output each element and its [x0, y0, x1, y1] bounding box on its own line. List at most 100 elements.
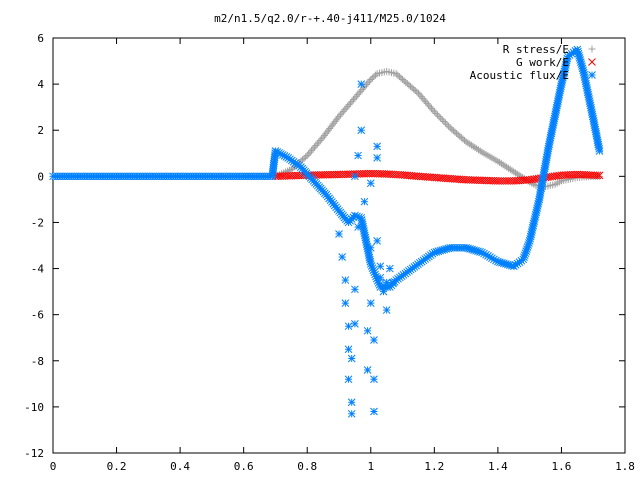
- marker-stroke: [588, 58, 596, 66]
- data-point: [348, 97, 356, 105]
- legend-label: Acoustic flux/E: [470, 69, 569, 82]
- data-point: [476, 147, 484, 155]
- x-tick-label: 0.2: [107, 460, 127, 473]
- data-point: [466, 140, 474, 148]
- data-point: [426, 103, 434, 111]
- data-point: [354, 223, 362, 231]
- x-tick-label: 1.8: [615, 460, 635, 473]
- marker-stroke: [344, 322, 353, 331]
- data-point: [414, 89, 422, 97]
- marker-stroke: [354, 151, 362, 160]
- marker-stroke: [373, 154, 381, 162]
- marker-stroke: [376, 273, 385, 282]
- data-point: [342, 104, 350, 112]
- data-point: [347, 354, 356, 363]
- chart-title: m2/n1.5/q2.0/r-+.40-j411/M25.0/1024: [214, 12, 446, 25]
- data-point: [379, 287, 388, 296]
- data-point: [341, 299, 350, 307]
- marker-stroke: [385, 264, 394, 273]
- y-tick-label: 2: [37, 124, 44, 137]
- data-point: [464, 139, 472, 147]
- data-point: [382, 306, 391, 314]
- data-point: [595, 147, 604, 155]
- data-point: [335, 230, 343, 238]
- data-point: [349, 96, 357, 104]
- data-point: [363, 366, 372, 374]
- data-point: [499, 161, 507, 169]
- data-point: [338, 253, 347, 261]
- marker-stroke: [357, 80, 366, 88]
- data-point: [351, 285, 359, 294]
- data-point: [355, 89, 363, 97]
- marker-stroke: [271, 147, 280, 155]
- data-point: [344, 345, 353, 354]
- marker-stroke: [588, 71, 596, 79]
- marker-stroke: [344, 375, 353, 384]
- data-point: [347, 99, 355, 107]
- data-point: [310, 143, 318, 151]
- legend-marker: [588, 71, 596, 79]
- data-point: [308, 147, 316, 155]
- data-point: [510, 168, 518, 176]
- marker-stroke: [273, 148, 282, 156]
- data-point: [351, 320, 359, 328]
- marker-stroke: [360, 197, 369, 206]
- marker-stroke: [389, 278, 397, 287]
- marker-stroke: [351, 285, 359, 294]
- y-tick-label: -12: [24, 447, 44, 460]
- data-point: [339, 107, 347, 115]
- data-point: [389, 278, 397, 287]
- data-point: [429, 106, 437, 114]
- data-point: [494, 157, 502, 165]
- data-point: [385, 264, 394, 273]
- data-point: [365, 77, 373, 85]
- data-point: [370, 336, 378, 344]
- marker-stroke: [366, 179, 375, 188]
- marker-stroke: [341, 276, 350, 284]
- data-point: [347, 398, 356, 407]
- marker-stroke: [382, 306, 391, 314]
- data-point: [344, 102, 352, 110]
- data-point: [363, 326, 372, 335]
- data-point: [434, 111, 442, 119]
- data-point: [513, 170, 521, 178]
- data-point: [473, 145, 481, 153]
- data-point: [376, 273, 385, 282]
- data-point: [593, 171, 602, 180]
- marker-stroke: [347, 409, 356, 418]
- y-tick-label: -4: [31, 263, 45, 276]
- marker-stroke: [335, 230, 343, 238]
- data-point: [503, 163, 511, 171]
- series-2: [271, 169, 604, 185]
- marker-stroke: [351, 172, 359, 181]
- marker-stroke: [593, 171, 602, 180]
- legend-label: G work/E: [516, 56, 569, 69]
- data-point: [370, 73, 378, 81]
- data-point: [501, 162, 509, 170]
- data-point: [437, 114, 445, 122]
- data-point: [512, 169, 520, 177]
- marker-stroke: [595, 147, 604, 155]
- data-point: [496, 159, 504, 166]
- data-point: [370, 375, 378, 384]
- x-tick-label: 0: [50, 460, 57, 473]
- marker-stroke: [382, 278, 391, 287]
- marker-stroke: [354, 223, 362, 231]
- marker-stroke: [347, 398, 356, 407]
- y-tick-label: 0: [37, 170, 44, 183]
- marker-stroke: [373, 142, 381, 151]
- marker-stroke: [280, 152, 289, 160]
- y-tick-label: -8: [31, 355, 44, 368]
- axes: 0 0.2 0.4 0.6 0.8 1 1.2 1.4 1.6 1.8 6 4 2 0 -2 -4 -6 -8 -1…: [24, 32, 635, 473]
- marker-stroke: [275, 149, 283, 157]
- y-tick-label: -6: [31, 309, 44, 322]
- data-point: [420, 96, 428, 104]
- marker-stroke: [363, 366, 372, 374]
- series-4: [335, 80, 397, 418]
- data-point: [432, 109, 440, 117]
- data-point: [345, 101, 353, 109]
- marker-stroke: [366, 299, 375, 307]
- data-point: [344, 322, 353, 331]
- data-point: [316, 136, 324, 144]
- data-point: [422, 98, 430, 106]
